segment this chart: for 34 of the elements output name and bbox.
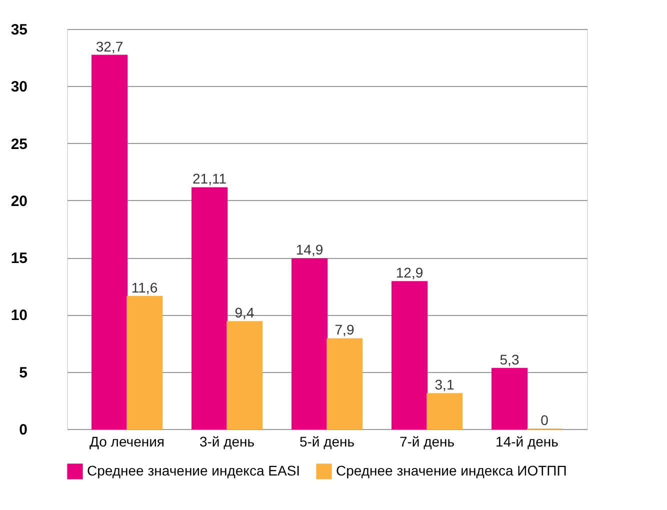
bar: [392, 281, 428, 430]
y-tick-label: 30: [10, 78, 28, 96]
y-tick-label: 5: [19, 364, 28, 382]
x-tick-label: 14-й день: [496, 434, 558, 450]
bar: [492, 368, 528, 430]
data-label: 32,7: [96, 38, 124, 54]
x-tick-label: 5-й день: [299, 434, 355, 450]
bar: [192, 187, 228, 430]
data-label: 3,1: [434, 376, 454, 393]
data-label: 12,9: [396, 264, 424, 281]
y-tick-label: 0: [19, 422, 28, 438]
data-label: 11,6: [131, 279, 158, 296]
data-label: 0: [540, 412, 549, 428]
bar: [426, 393, 462, 430]
data-label: 5,3: [500, 351, 520, 368]
y-tick-label: 35: [10, 22, 28, 38]
data-label: 9,4: [234, 304, 254, 321]
bar: [126, 296, 162, 430]
y-tick-label: 15: [10, 250, 28, 268]
bar: [92, 54, 128, 430]
bar: [292, 258, 328, 430]
y-tick-label: 20: [10, 192, 28, 210]
x-tick-label: До лечения: [89, 434, 165, 450]
x-tick-label: 7-й день: [399, 434, 455, 450]
y-tick-label: 25: [10, 136, 28, 153]
data-label: 14,9: [296, 242, 324, 258]
bar: [226, 321, 262, 430]
legend-label: Среднее значение индекса ИОТПП: [336, 462, 567, 478]
y-tick-label: 10: [10, 307, 28, 324]
legend-label: Среднее значение индекса EASI: [87, 462, 300, 478]
data-label: 7,9: [334, 322, 354, 338]
x-tick-label: 3-й день: [199, 434, 255, 450]
data-label: 21,11: [192, 170, 227, 187]
bar: [326, 338, 362, 430]
